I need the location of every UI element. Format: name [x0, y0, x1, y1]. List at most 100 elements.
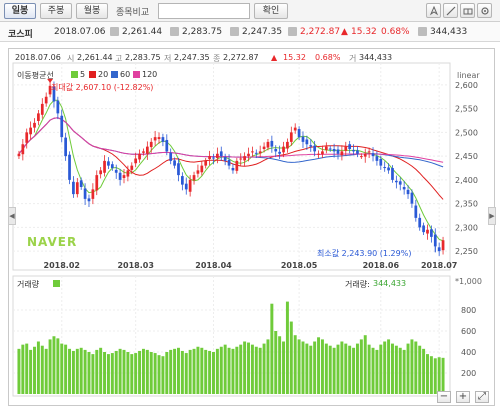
- candle-body: [278, 151, 281, 154]
- candle-body: [60, 115, 64, 138]
- candle-body: [126, 170, 130, 177]
- draw-line-icon[interactable]: [443, 3, 458, 18]
- candle-body: [297, 129, 301, 138]
- candle-body: [200, 165, 204, 173]
- candle-body: [313, 145, 317, 152]
- candle-body: [29, 127, 32, 135]
- volume-bar: [301, 341, 305, 394]
- candle-body: [17, 153, 21, 157]
- tab-monthly[interactable]: 월봉: [76, 3, 108, 19]
- volume-bar: [270, 303, 274, 394]
- volume-bar: [352, 347, 356, 394]
- volume-bar: [313, 341, 317, 394]
- candle-body: [430, 229, 433, 237]
- volume-bar: [68, 348, 72, 394]
- price-tick-label: 2,450: [455, 152, 478, 161]
- volume-bar: [44, 348, 48, 394]
- candle-body: [274, 149, 278, 152]
- time-tick-label: 2018.04: [195, 261, 232, 270]
- index-name: 코스피: [8, 30, 33, 40]
- candle-body: [293, 127, 297, 131]
- volume-bar: [56, 338, 60, 394]
- header-low: 2,247.35: [174, 53, 210, 62]
- fullscreen-button[interactable]: ⤢: [475, 391, 489, 403]
- candle-body: [251, 151, 254, 153]
- price-tick-label: 2,600: [455, 81, 478, 90]
- volume-bar: [414, 341, 418, 394]
- volume-bar: [153, 353, 157, 394]
- volume-bar: [422, 348, 426, 394]
- volume-bar: [239, 344, 243, 394]
- candle-body: [177, 163, 180, 176]
- candle-body: [134, 158, 138, 164]
- ma-legend-title: 이동평균선: [17, 71, 54, 80]
- volume-bar: [99, 347, 103, 394]
- volume-bar: [114, 350, 118, 394]
- volume-bar: [320, 339, 324, 394]
- volume-bar: [48, 339, 52, 394]
- candle-body: [188, 179, 192, 192]
- compare-label: 종목비교: [116, 8, 150, 18]
- volume-bar: [141, 348, 145, 394]
- candle-body: [165, 139, 169, 152]
- volume-bar: [317, 337, 321, 394]
- price-tick-label: 2,350: [455, 200, 478, 209]
- volume-bar: [332, 347, 336, 394]
- compare-input[interactable]: [158, 3, 250, 19]
- ma60-label[interactable]: 60: [120, 70, 131, 79]
- candle-body: [305, 139, 309, 145]
- tooltip-toggle-icon[interactable]: [426, 3, 441, 18]
- volume-bar: [398, 347, 402, 394]
- volume-bar: [157, 355, 161, 394]
- volume-bar: [122, 349, 126, 394]
- candle-body: [181, 176, 184, 185]
- scale-label[interactable]: linear: [457, 71, 480, 80]
- price-tick-label: 2,400: [455, 176, 478, 185]
- zoom-in-button[interactable]: +: [456, 391, 470, 403]
- candle-body: [173, 160, 176, 166]
- volume-bar: [130, 354, 134, 394]
- time-tick-label: 2018.05: [281, 261, 318, 270]
- candle-body: [437, 247, 441, 252]
- ma5-label[interactable]: 5: [80, 70, 86, 79]
- candle-body: [332, 149, 336, 152]
- volume-bar: [336, 344, 340, 394]
- volume-bar: [227, 347, 231, 394]
- scroll-right-button[interactable]: ▶: [488, 207, 496, 225]
- tab-daily[interactable]: 일봉: [4, 3, 36, 19]
- volume-bar: [262, 343, 266, 394]
- candle-body: [68, 154, 71, 180]
- volume-bar: [215, 348, 219, 394]
- candle-body: [324, 146, 328, 150]
- candle-body: [79, 180, 83, 187]
- candle-body: [40, 103, 44, 115]
- candle-body: [33, 122, 36, 128]
- volume-bar: [418, 345, 422, 394]
- volume-bar: [371, 347, 375, 394]
- volume-bar: [52, 336, 56, 394]
- candle-body: [107, 161, 110, 166]
- candle-body: [142, 151, 145, 153]
- header-volume: 344,433: [359, 53, 393, 62]
- candle-body: [161, 137, 165, 142]
- settings-icon[interactable]: [477, 3, 492, 18]
- price-tick-label: 2,550: [455, 105, 478, 114]
- ma120-label[interactable]: 120: [142, 70, 158, 79]
- tab-weekly[interactable]: 주봉: [40, 3, 72, 19]
- erase-icon[interactable]: [460, 3, 475, 18]
- volume-bar: [192, 348, 196, 394]
- volume-bar: [355, 343, 359, 394]
- min-annotation: 최소값 2,243.90 (1.29%): [317, 249, 412, 258]
- volume-tick-label: 800: [461, 306, 476, 315]
- scroll-left-button[interactable]: ◀: [8, 207, 16, 225]
- volume-bar: [83, 349, 87, 394]
- candle-body: [235, 160, 239, 171]
- max-marker-arrow: [47, 78, 54, 83]
- candle-body: [391, 168, 394, 180]
- candle-body: [223, 157, 227, 161]
- candle-body: [52, 86, 56, 102]
- confirm-button[interactable]: 확인: [254, 3, 288, 19]
- ma20-label[interactable]: 20: [98, 70, 109, 79]
- zoom-out-button[interactable]: −: [437, 391, 451, 403]
- chart-area[interactable]: 2,600 2,550 2,500 2,450 2,400 2,350 2,300 2,250…: [8, 48, 496, 406]
